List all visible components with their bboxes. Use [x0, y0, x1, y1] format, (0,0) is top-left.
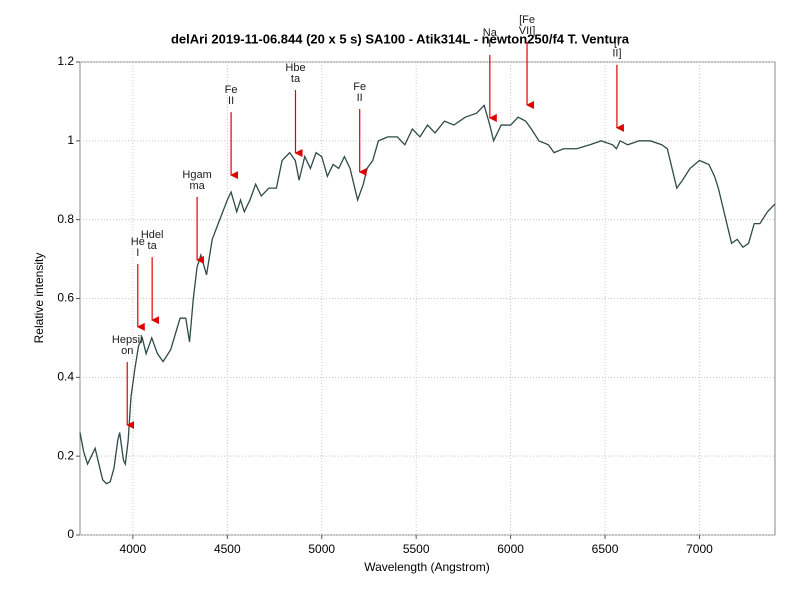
plot-area [79, 61, 776, 536]
x-tick-label: 5000 [308, 542, 335, 556]
annotation-label: [I [614, 37, 620, 49]
annotation-label: ma [189, 180, 205, 192]
annotation-label: ta [148, 240, 158, 252]
chart-title: delAri 2019-11-06.844 (20 x 5 s) SA100 -… [171, 31, 630, 46]
annotation-label: Hepsil [112, 334, 143, 346]
x-axis-title: Wavelength (Angstrom) [364, 560, 490, 574]
annotation-label: ta [291, 73, 301, 85]
annotation-label: I [488, 38, 491, 50]
annotation-label: VII] [519, 25, 536, 37]
x-tick-label: 6500 [592, 542, 619, 556]
annotation-label: II [228, 95, 234, 107]
x-tick-label: 5500 [403, 542, 430, 556]
annotation-label: Hgam [182, 169, 211, 181]
annotation-label: Na [483, 27, 498, 39]
annotation-label: [Fe [519, 14, 535, 26]
annotation-label: II [357, 92, 363, 104]
y-tick-label: 1.2 [57, 54, 74, 68]
y-tick-label: 0.4 [57, 370, 74, 384]
annotation-label: Fe [225, 84, 238, 96]
annotation-label: Hbe [285, 62, 305, 74]
annotation-label: Hdel [141, 229, 164, 241]
annotation-label: on [121, 345, 133, 357]
y-tick-label: 0 [67, 527, 74, 541]
x-tick-label: 7000 [686, 542, 713, 556]
x-tick-label: 4000 [120, 542, 147, 556]
annotation-label: He [131, 236, 145, 248]
y-tick-label: 0.6 [57, 291, 74, 305]
y-axis-title: Relative intensity [32, 253, 46, 344]
x-tick-label: 4500 [214, 542, 241, 556]
x-tick-label: 6000 [497, 542, 524, 556]
annotation-label: I [136, 247, 139, 259]
annotation-label: II] [612, 48, 621, 60]
y-tick-label: 0.8 [57, 212, 74, 226]
y-tick-label: 0.2 [57, 448, 74, 462]
spectrum-line [79, 104, 776, 485]
annotation-label: Fe [353, 81, 366, 93]
y-tick-label: 1 [67, 133, 74, 147]
